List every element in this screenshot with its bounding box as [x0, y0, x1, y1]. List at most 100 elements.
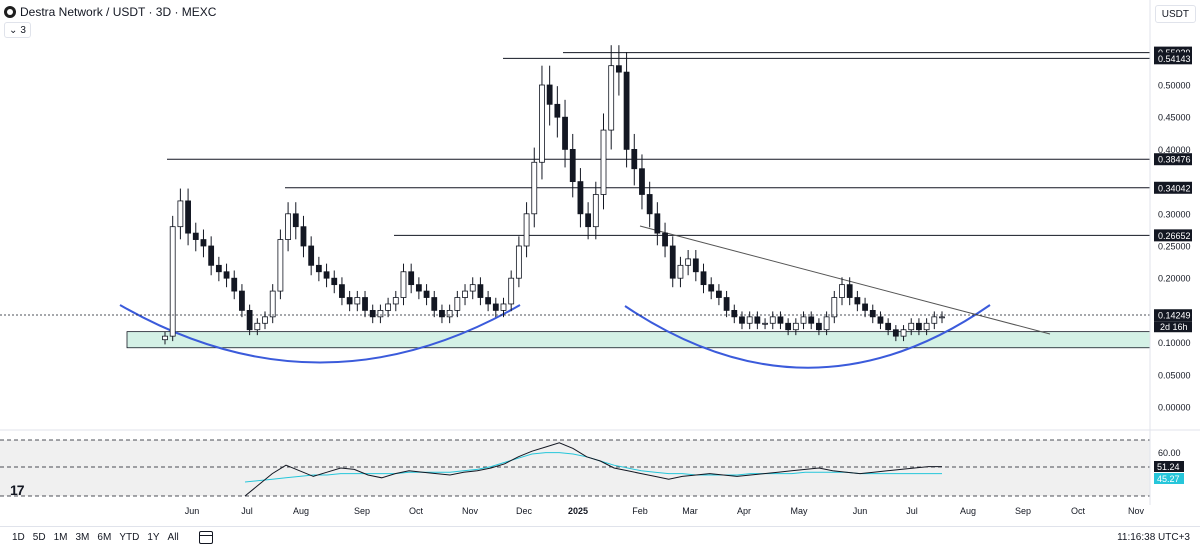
candle-body — [408, 271, 415, 286]
candle-body — [539, 84, 545, 163]
timeframe-ytd[interactable]: YTD — [119, 532, 140, 543]
candle-body — [515, 245, 522, 279]
candle-body — [215, 264, 222, 273]
y-tick-label: 0.30000 — [1158, 209, 1191, 219]
x-tick-label: Dec — [516, 506, 533, 516]
currency-label: USDT — [1161, 8, 1189, 20]
candle-body — [485, 297, 492, 305]
candle-body — [546, 84, 553, 105]
candle-body — [192, 232, 199, 240]
candle-body — [839, 284, 845, 298]
candle-body — [262, 316, 268, 324]
candle-body — [492, 303, 499, 311]
candle-body — [300, 226, 307, 247]
rsi-line — [244, 442, 942, 497]
candle-body — [885, 322, 892, 331]
countdown-tag — [1154, 321, 1192, 333]
price-label-tag — [1154, 309, 1192, 322]
rsi-pane: 60.00 51.24 45.27 — [0, 429, 1200, 497]
candle-body — [739, 316, 745, 324]
candle-body — [239, 290, 245, 311]
x-tick-label: Sep — [354, 506, 370, 516]
candle-body — [615, 65, 622, 73]
candle-body — [169, 226, 176, 337]
candle-body — [769, 316, 776, 324]
candle-body — [708, 284, 715, 292]
candle-body — [700, 271, 707, 286]
candle-body — [339, 284, 345, 298]
candle-body — [831, 297, 838, 318]
candle-body — [908, 322, 915, 331]
currency-button[interactable]: USDT — [1154, 5, 1196, 23]
candle-body — [646, 194, 653, 215]
candle-body — [562, 116, 568, 150]
rsi-signal-tag — [1154, 473, 1184, 484]
timeframe-1y[interactable]: 1Y — [147, 532, 160, 543]
candle-body — [415, 284, 422, 292]
tradingview-logo-icon[interactable]: 17 — [10, 482, 25, 498]
y-axis: 0.550290.541430.500000.450000.400000.384… — [1154, 46, 1192, 413]
candle-body — [677, 264, 684, 279]
candle-body — [685, 258, 692, 266]
y-tick-label: 0.34042 — [1158, 183, 1191, 193]
x-tick-label: Jun — [185, 506, 200, 516]
y-tick-label: 0.54143 — [1158, 54, 1191, 64]
candle-body — [923, 322, 930, 331]
y-tick-label: 0.20000 — [1158, 274, 1191, 284]
candle-body — [185, 200, 191, 234]
price-label-tag — [1154, 229, 1192, 242]
candle-body — [854, 297, 861, 305]
timeframe-5d[interactable]: 5D — [32, 532, 46, 543]
x-tick-label: Oct — [409, 506, 424, 516]
candle-body — [354, 297, 361, 305]
candle-body — [808, 316, 815, 324]
timeframe-6m[interactable]: 6M — [97, 532, 112, 543]
candle-body — [792, 322, 799, 331]
candle-body — [454, 297, 461, 311]
candle-body — [477, 284, 484, 298]
rsi-signal-label: 45.27 — [1157, 474, 1180, 484]
candle-body — [862, 303, 868, 311]
clock: 11:16:38 UTC+3 — [1117, 532, 1190, 543]
candle-body — [785, 322, 792, 331]
timeframe-all[interactable]: All — [167, 532, 179, 543]
candle-body — [585, 213, 592, 228]
calendar-icon[interactable] — [198, 531, 213, 544]
candle-body — [223, 271, 230, 279]
symbol-header[interactable]: Destra Network / USDT · 3D · MEXC — [4, 4, 216, 20]
candle-body — [716, 290, 722, 298]
candle-body — [500, 303, 507, 311]
price-label-tag — [1154, 153, 1192, 166]
candle-body — [746, 316, 753, 324]
timeframe-3m[interactable]: 3M — [75, 532, 90, 543]
destra-logo-icon — [4, 6, 16, 18]
y-tick-label: 0.45000 — [1158, 113, 1191, 123]
rounded-bottom-arc-right — [624, 304, 991, 369]
candle-body — [669, 245, 676, 279]
candle-body — [869, 309, 876, 318]
candle-body — [346, 297, 353, 305]
x-tick-label: Mar — [682, 506, 698, 516]
timeframe-buttons: 1D 5D 1M 3M 6M YTD 1Y All — [12, 532, 179, 543]
candle-body — [246, 309, 253, 331]
candlesticks — [162, 45, 945, 345]
x-tick-label: Oct — [1071, 506, 1086, 516]
y-tick-label: 0.10000 — [1158, 338, 1191, 348]
candle-body — [608, 65, 615, 131]
candle-body — [654, 213, 661, 234]
candle-body — [469, 284, 476, 292]
candle-body — [631, 148, 638, 170]
candle-body — [662, 232, 668, 247]
countdown-label: 2d 16h — [1160, 322, 1188, 332]
y-tick-label: 0.05000 — [1158, 370, 1191, 380]
timeframe-1d[interactable]: 1D — [12, 532, 25, 543]
candle-body — [777, 316, 784, 324]
candle-body — [623, 71, 630, 150]
timeframe-1m[interactable]: 1M — [53, 532, 68, 543]
indicators-toggle[interactable]: ⌄ 3 — [4, 22, 31, 38]
horizontal-levels — [167, 52, 1150, 236]
x-tick-label: Nov — [462, 506, 479, 516]
candle-body — [200, 239, 207, 247]
candle-body — [231, 277, 238, 292]
